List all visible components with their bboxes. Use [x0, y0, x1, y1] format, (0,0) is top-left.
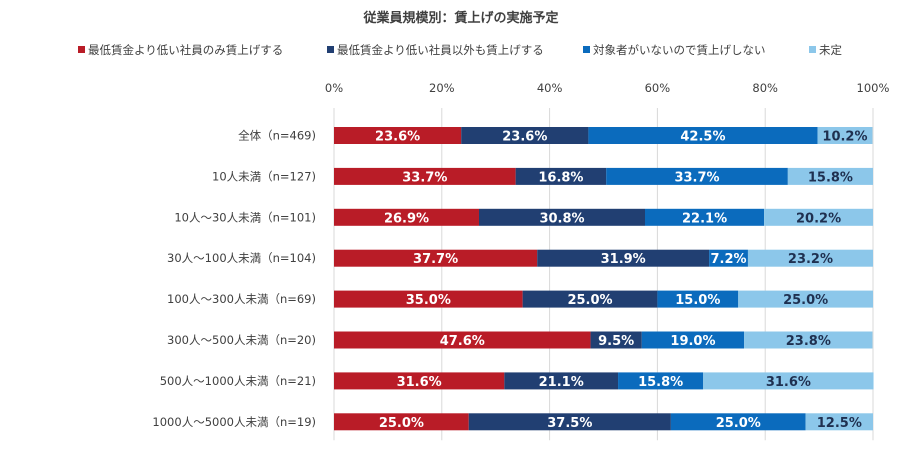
- bar-segment: [606, 167, 788, 185]
- data-label: 25.0%: [567, 293, 612, 308]
- x-tick-label: 20%: [429, 81, 455, 95]
- bar-segment: [670, 413, 806, 431]
- bar-segment: [334, 127, 462, 144]
- data-label: 22.1%: [682, 211, 727, 226]
- bar-segment: [334, 413, 469, 431]
- x-tick-label: 100%: [857, 81, 890, 95]
- data-label: 16.8%: [538, 170, 583, 185]
- data-label: 35.0%: [406, 293, 451, 308]
- data-label: 47.6%: [440, 334, 485, 349]
- bar-segment: [747, 249, 873, 267]
- data-label: 37.7%: [413, 252, 458, 267]
- data-label: 25.0%: [716, 416, 761, 431]
- legend-swatch-3: [583, 46, 590, 53]
- bars: [334, 127, 874, 431]
- bar-segment: [504, 372, 619, 390]
- category-label: 300人～500人未満（n=20): [167, 333, 316, 347]
- bar-segment: [537, 249, 710, 267]
- x-tick-label: 60%: [645, 81, 671, 95]
- gridlines: [333, 108, 874, 441]
- bar-segment: [738, 290, 873, 308]
- data-label: 12.5%: [817, 416, 862, 431]
- x-tick-label: 80%: [752, 81, 778, 95]
- bar-segment: [805, 413, 873, 431]
- bar-segment: [641, 331, 745, 349]
- bar-segment: [817, 127, 873, 144]
- data-label: 10.2%: [822, 130, 867, 145]
- legend: 最低賃金より低い社員のみ賃上げする 最低賃金より低い社員以外も賃上げする 対象者がい…: [78, 43, 842, 57]
- data-label: 31.6%: [397, 375, 442, 390]
- bar-segment: [461, 127, 589, 144]
- legend-label-4: 未定: [819, 43, 842, 57]
- category-label: 10人未満（n=127): [212, 169, 316, 183]
- bar-segment: [703, 372, 874, 390]
- data-label: 20.2%: [796, 211, 841, 226]
- bar-segment: [515, 167, 607, 185]
- bar-segment: [787, 167, 873, 185]
- legend-swatch-4: [809, 46, 816, 53]
- data-label: 9.5%: [598, 334, 634, 349]
- category-label: 500人～1000人未満（n=21): [160, 374, 316, 388]
- bar-segment: [334, 167, 516, 185]
- data-labels: 23.6% 23.6% 42.5% 10.2% 33.7% 16.8% 33.7% 15.8%…: [375, 130, 867, 431]
- bar-segment: [645, 208, 765, 226]
- data-label: 33.7%: [402, 170, 447, 185]
- category-label: 10人～30人未満（n=101): [174, 210, 316, 224]
- data-label: 30.8%: [539, 211, 584, 226]
- bar-segment: [590, 331, 642, 349]
- x-tick-label: 40%: [537, 81, 563, 95]
- data-label: 26.9%: [384, 211, 429, 226]
- legend-swatch-1: [78, 46, 85, 53]
- data-label: 42.5%: [680, 130, 725, 145]
- data-label: 25.0%: [379, 416, 424, 431]
- bar-segment: [522, 290, 658, 308]
- bar-segment: [478, 208, 646, 226]
- bar-segment: [709, 249, 748, 267]
- category-label: 全体（n=469): [238, 129, 316, 143]
- data-label: 15.8%: [808, 170, 853, 185]
- bar-segment: [334, 208, 479, 226]
- category-label: 1000人～5000人未満（n=19): [152, 415, 316, 429]
- x-axis-ticks: 0% 20% 40% 60% 80% 100%: [325, 81, 890, 95]
- bar-segment: [588, 127, 818, 144]
- data-label: 25.0%: [783, 293, 828, 308]
- bar-segment: [334, 372, 505, 390]
- bar-segment: [334, 331, 591, 349]
- data-label: 21.1%: [539, 375, 584, 390]
- chart-title: 従業員規模別：賃上げの実施予定: [362, 10, 558, 26]
- data-label: 15.0%: [675, 293, 720, 308]
- data-label: 23.2%: [788, 252, 833, 267]
- data-label: 31.6%: [766, 375, 811, 390]
- data-label: 33.7%: [674, 170, 719, 185]
- legend-swatch-2: [327, 46, 334, 53]
- data-label: 23.8%: [786, 334, 831, 349]
- data-label: 37.5%: [547, 416, 592, 431]
- legend-label-3: 対象者がいないので賃上げしない: [593, 43, 766, 57]
- x-tick-label: 0%: [325, 81, 343, 95]
- bar-segment: [334, 290, 523, 308]
- bar-segment: [744, 331, 873, 349]
- category-label: 30人～100人未満（n=104): [167, 251, 316, 265]
- data-label: 7.2%: [711, 252, 747, 267]
- data-label: 23.6%: [502, 130, 547, 145]
- bar-segment: [657, 290, 739, 308]
- bar-segment: [334, 249, 538, 267]
- data-label: 19.0%: [670, 334, 715, 349]
- data-label: 31.9%: [601, 252, 646, 267]
- data-label: 23.6%: [375, 130, 420, 145]
- bar-segment: [618, 372, 704, 390]
- category-labels: 全体（n=469) 10人未満（n=127) 10人～30人未満（n=101) 30人…: [152, 129, 316, 429]
- category-label: 100人～300人未満（n=69): [167, 292, 316, 306]
- data-label: 15.8%: [638, 375, 683, 390]
- legend-label-2: 最低賃金より低い社員以外も賃上げする: [337, 43, 544, 57]
- bar-segment: [764, 208, 873, 226]
- legend-label-1: 最低賃金より低い社員のみ賃上げする: [88, 43, 283, 57]
- bar-segment: [468, 413, 671, 431]
